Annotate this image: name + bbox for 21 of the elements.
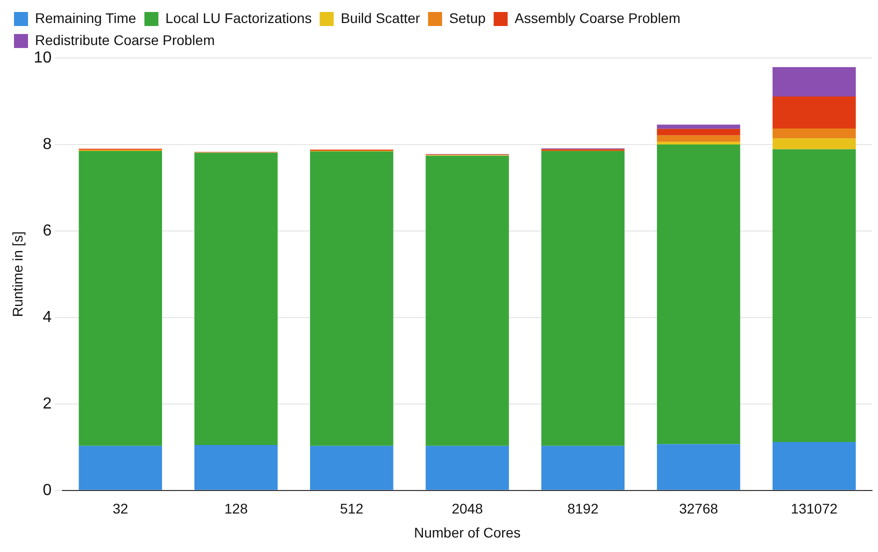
x-axis-title: Number of Cores [414, 524, 521, 540]
legend-label: Local LU Factorizations [165, 10, 312, 26]
legend-label: Assembly Coarse Problem [514, 10, 680, 26]
y-tick-label: 6 [42, 222, 52, 240]
x-tick-label: 2048 [452, 500, 484, 517]
legend-label: Setup [449, 10, 486, 26]
y-tick-label: 0 [42, 482, 52, 499]
x-tick-label: 32 [112, 500, 128, 517]
y-axis-title: Runtime in [s] [9, 231, 26, 317]
x-tick-label: 8192 [567, 500, 599, 517]
y-tick-label: 8 [42, 136, 52, 153]
legend-label: Remaining Time [35, 10, 136, 26]
x-tick-label: 128 [224, 500, 248, 517]
x-tick-label: 512 [340, 500, 364, 517]
y-tick-label: 10 [34, 49, 52, 66]
x-tick-label: 32768 [679, 500, 718, 517]
legend-label: Redistribute Coarse Problem [35, 32, 215, 48]
y-tick-label: 2 [42, 395, 52, 412]
legend-label: Build Scatter [340, 10, 420, 26]
y-tick-label: 4 [42, 308, 52, 326]
x-tick-label: 131072 [790, 500, 838, 517]
